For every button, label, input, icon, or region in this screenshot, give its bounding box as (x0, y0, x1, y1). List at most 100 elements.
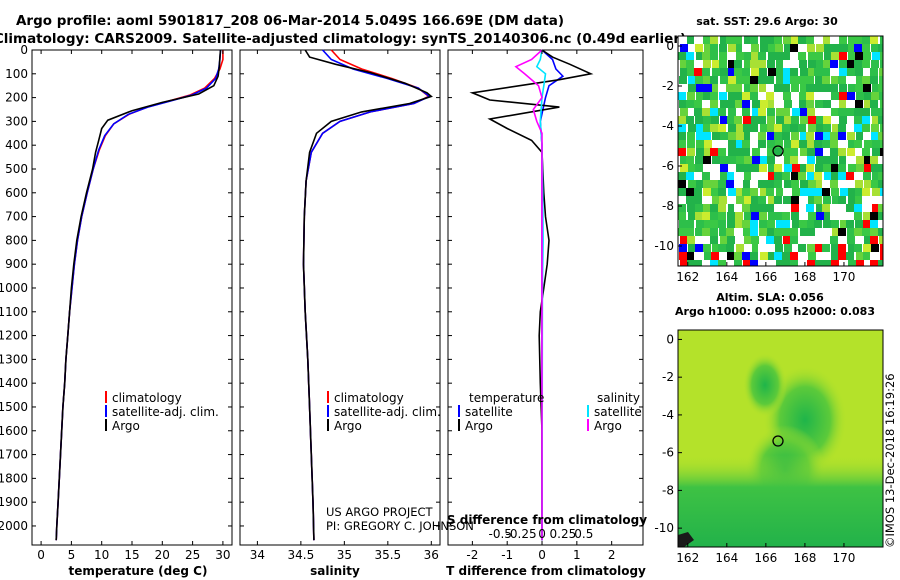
sst-cell (680, 36, 688, 44)
sst-cell (798, 76, 806, 84)
sst-cell (847, 76, 855, 84)
sst-cell (864, 140, 872, 148)
sst-cell (822, 84, 830, 92)
sst-cell (807, 244, 815, 252)
sst-cell (792, 92, 800, 100)
sst-cell (759, 164, 767, 172)
x-tick-label: 30 (215, 548, 230, 562)
sst-cell (879, 76, 883, 84)
sst-cell (688, 76, 696, 84)
sst-cell (695, 204, 703, 212)
sst-cell (831, 52, 839, 60)
map-y-tick-label: -4 (662, 119, 674, 133)
sst-cell (847, 148, 855, 156)
sst-cell (880, 124, 883, 132)
sst-cell (832, 228, 840, 236)
sst-cell (759, 220, 767, 228)
sst-cell (830, 180, 838, 188)
sst-cell (823, 196, 831, 204)
sst-cell (870, 100, 878, 108)
sst-cell (848, 260, 856, 266)
sst-cell (774, 228, 782, 236)
sst-cell (862, 148, 870, 156)
sst-cell (854, 140, 862, 148)
depth-tick-label: 700 (5, 210, 28, 224)
sst-cell (880, 36, 883, 44)
depth-tick-label: 1200 (0, 329, 28, 343)
sst-cell (799, 60, 807, 68)
sst-cell (766, 236, 774, 244)
sst-cell (695, 44, 703, 52)
sst-cell (776, 108, 784, 116)
sst-cell (774, 172, 782, 180)
sst-cell (822, 188, 830, 196)
sst-cell (791, 36, 799, 44)
sst-cell (704, 84, 712, 92)
sst-cell (838, 244, 846, 252)
sla-argo-marker (772, 435, 784, 447)
sst-cell (704, 100, 712, 108)
sst-cell (687, 236, 695, 244)
sst-cell (846, 252, 854, 260)
sst-cell (832, 124, 840, 132)
sst-cell (743, 124, 751, 132)
sst-cell (790, 148, 798, 156)
sst-cell (742, 148, 750, 156)
sst-cell (815, 244, 823, 252)
sst-cell (879, 196, 883, 204)
sst-cell (782, 84, 790, 92)
sst-cell (742, 140, 750, 148)
sst-cell (847, 236, 855, 244)
sst-cell (816, 92, 824, 100)
sst-cell (686, 60, 694, 68)
sst-cell (766, 244, 774, 252)
sla-map-frame (677, 329, 884, 548)
sst-cell (848, 52, 856, 60)
depth-tick-label: 1900 (0, 495, 28, 509)
sst-cell (815, 164, 823, 172)
sst-cell (816, 212, 824, 220)
sst-cell (791, 140, 799, 148)
sst-cell (880, 140, 883, 148)
sst-cell (784, 244, 792, 252)
sst-cell (815, 36, 823, 44)
sst-cell (831, 100, 839, 108)
sst-cell (751, 172, 759, 180)
sst-cell (871, 60, 879, 68)
sst-cell (870, 236, 878, 244)
sst-cell (694, 100, 702, 108)
sst-cell (847, 92, 855, 100)
x-tick-label: 15 (124, 548, 139, 562)
sst-cell (775, 44, 783, 52)
sst-cell (878, 108, 883, 116)
map-x-tick-label: 166 (754, 270, 777, 284)
sst-cell (856, 172, 864, 180)
sst-cell (766, 204, 774, 212)
sst-cell (710, 148, 718, 156)
sst-cell (862, 60, 870, 68)
sst-cell (750, 84, 758, 92)
sst-cell (784, 140, 792, 148)
sst-cell (678, 140, 686, 148)
sst-cell (750, 76, 758, 84)
sst-cell (750, 180, 758, 188)
sst-cell (719, 44, 727, 52)
sst-cell (742, 188, 750, 196)
sst-cell (855, 52, 863, 60)
sst-cell (783, 148, 791, 156)
sst-cell (807, 188, 815, 196)
sst-cell (726, 180, 734, 188)
sst-cell (800, 148, 808, 156)
sst-cell (839, 92, 847, 100)
sst-cell (854, 228, 862, 236)
sst-cell (798, 252, 806, 260)
sst-cell (831, 68, 839, 76)
x-tick-label: 35.5 (374, 548, 401, 562)
sst-cell (728, 52, 736, 60)
sst-cell (871, 44, 879, 52)
sst-cell (863, 132, 871, 140)
sst-cell (822, 244, 830, 252)
map-y-tick-label: -10 (654, 521, 674, 535)
sst-cell (768, 172, 776, 180)
sst-cell (728, 164, 736, 172)
